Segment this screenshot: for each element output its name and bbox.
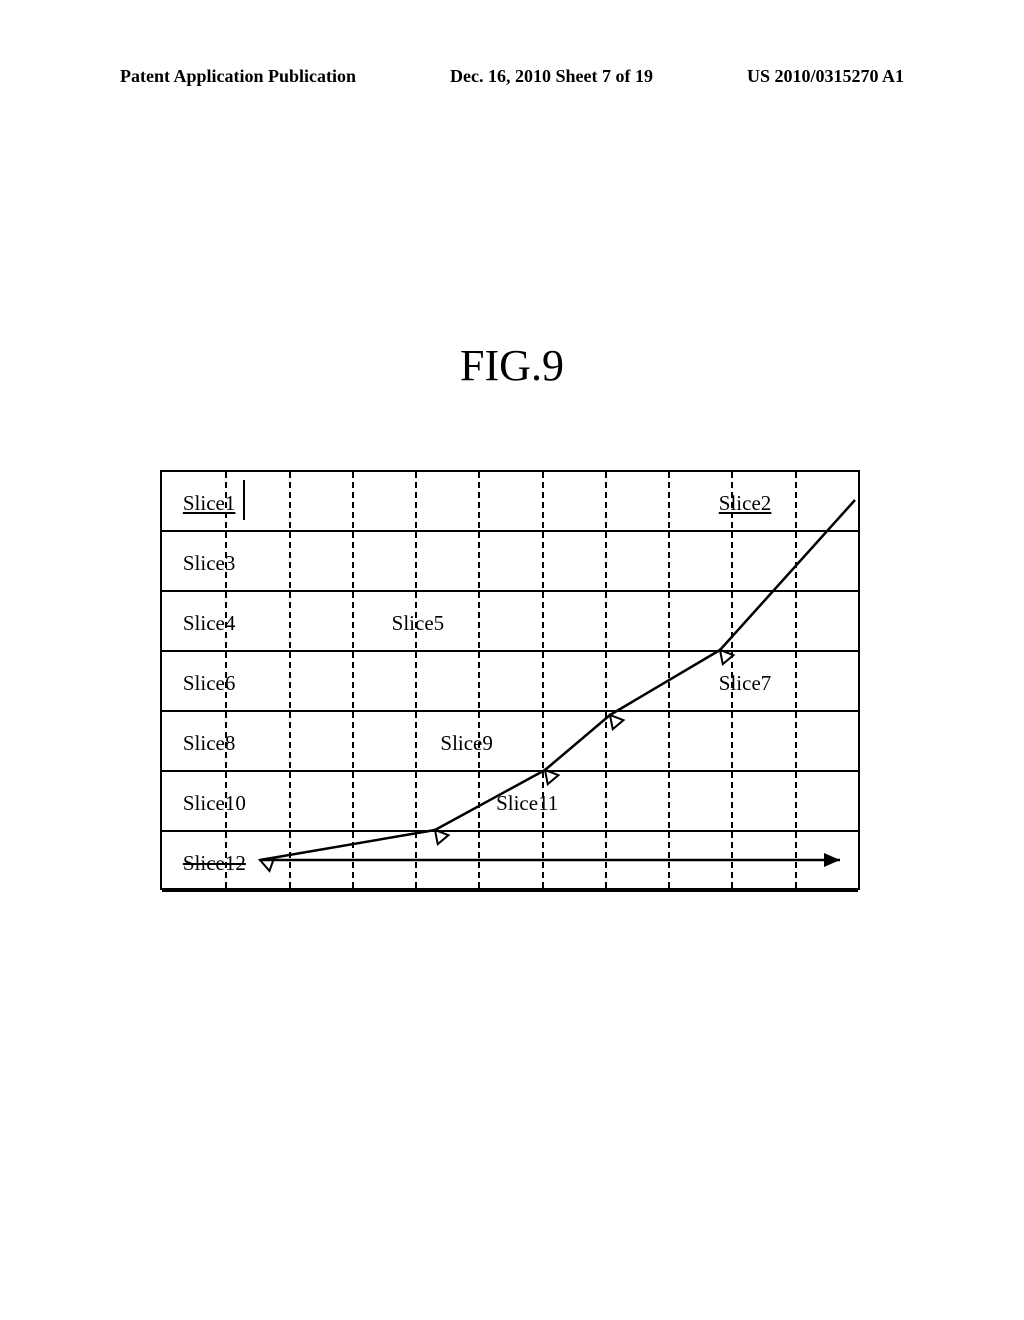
- slice-diagram: Slice1Slice2Slice3Slice4Slice5Slice6Slic…: [160, 470, 860, 890]
- figure-title: FIG.9: [0, 340, 1024, 391]
- header-left: Patent Application Publication: [120, 66, 356, 87]
- page-header: Patent Application Publication Dec. 16, …: [0, 66, 1024, 87]
- header-right: US 2010/0315270 A1: [747, 66, 904, 87]
- page: Patent Application Publication Dec. 16, …: [0, 0, 1024, 1320]
- arrow-path: [160, 470, 860, 890]
- header-center: Dec. 16, 2010 Sheet 7 of 19: [450, 66, 653, 87]
